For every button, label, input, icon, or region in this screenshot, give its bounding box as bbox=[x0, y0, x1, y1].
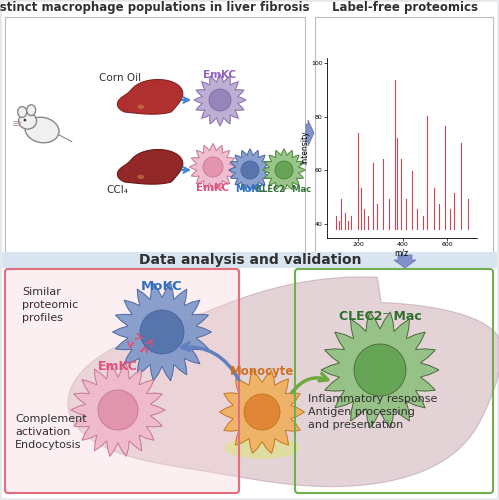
Bar bbox=[2, 252, 497, 268]
Text: Complement
activation
Endocytosis: Complement activation Endocytosis bbox=[15, 414, 87, 450]
Circle shape bbox=[203, 157, 223, 177]
Text: EmKC: EmKC bbox=[197, 183, 230, 193]
Circle shape bbox=[275, 161, 293, 179]
Ellipse shape bbox=[137, 104, 144, 109]
Circle shape bbox=[241, 161, 259, 179]
Polygon shape bbox=[321, 312, 439, 428]
Text: CLEC2⁻ Mac: CLEC2⁻ Mac bbox=[256, 184, 311, 194]
Polygon shape bbox=[229, 149, 271, 191]
FancyBboxPatch shape bbox=[315, 17, 493, 252]
Text: Label-free proteomics: Label-free proteomics bbox=[332, 2, 478, 15]
Text: EmKC: EmKC bbox=[98, 360, 138, 374]
Polygon shape bbox=[117, 80, 183, 114]
Polygon shape bbox=[194, 74, 246, 126]
Circle shape bbox=[23, 118, 26, 122]
Circle shape bbox=[244, 394, 280, 430]
Text: Similar
proteomic
profiles: Similar proteomic profiles bbox=[22, 287, 78, 323]
Ellipse shape bbox=[137, 174, 144, 179]
X-axis label: m/z: m/z bbox=[395, 248, 409, 257]
Circle shape bbox=[209, 89, 231, 111]
Polygon shape bbox=[71, 364, 165, 456]
FancyBboxPatch shape bbox=[5, 269, 239, 493]
Circle shape bbox=[140, 310, 184, 354]
Text: Monocyte: Monocyte bbox=[230, 366, 294, 378]
Circle shape bbox=[98, 390, 138, 430]
Polygon shape bbox=[220, 370, 304, 454]
Text: EmKC: EmKC bbox=[204, 70, 237, 80]
Text: CLEC2⁻ Mac: CLEC2⁻ Mac bbox=[339, 310, 421, 324]
Polygon shape bbox=[112, 283, 212, 381]
Ellipse shape bbox=[17, 106, 27, 118]
Text: MoKC: MoKC bbox=[235, 184, 265, 194]
Ellipse shape bbox=[25, 117, 59, 143]
Y-axis label: Intensity: Intensity bbox=[301, 130, 310, 164]
Polygon shape bbox=[68, 277, 499, 486]
Polygon shape bbox=[117, 150, 183, 184]
Circle shape bbox=[19, 122, 21, 124]
Ellipse shape bbox=[18, 113, 36, 129]
FancyBboxPatch shape bbox=[5, 17, 305, 252]
Text: CCl₄: CCl₄ bbox=[106, 185, 128, 195]
Text: Corn Oil: Corn Oil bbox=[99, 73, 141, 83]
Polygon shape bbox=[263, 149, 305, 191]
Text: Data analysis and validation: Data analysis and validation bbox=[139, 253, 361, 267]
Circle shape bbox=[354, 344, 406, 396]
Text: MoKC: MoKC bbox=[141, 280, 183, 293]
Text: Inflammatory response
Antigen processing
and presentation: Inflammatory response Antigen processing… bbox=[308, 394, 438, 430]
Ellipse shape bbox=[27, 105, 36, 116]
FancyArrow shape bbox=[306, 120, 314, 146]
Text: Distinct macrophage populations in liver fibrosis: Distinct macrophage populations in liver… bbox=[0, 2, 310, 15]
Ellipse shape bbox=[225, 437, 299, 459]
FancyArrow shape bbox=[394, 255, 416, 268]
Polygon shape bbox=[190, 144, 237, 190]
